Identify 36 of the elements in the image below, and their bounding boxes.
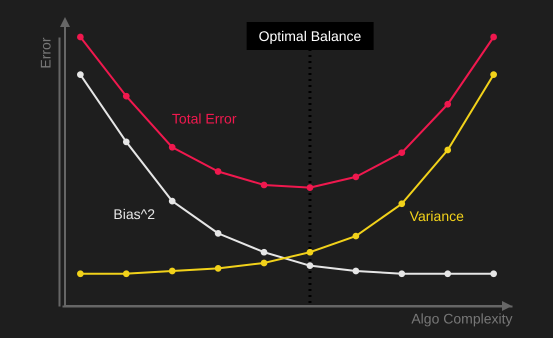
point	[352, 268, 360, 274]
point	[214, 264, 222, 272]
point	[352, 174, 360, 180]
point	[490, 34, 497, 40]
point	[398, 200, 406, 208]
point	[122, 138, 130, 146]
annotation: Optimal Balance	[246, 22, 374, 50]
point	[398, 270, 406, 278]
point	[490, 270, 497, 278]
point	[306, 248, 314, 256]
y-axis-title: Error	[38, 37, 54, 69]
point	[260, 260, 268, 266]
point	[168, 198, 176, 204]
point	[77, 270, 84, 278]
point	[444, 146, 452, 154]
point	[122, 270, 130, 278]
point	[214, 168, 222, 175]
series-label: Total Error	[172, 110, 237, 126]
point	[168, 268, 176, 274]
point	[444, 270, 452, 278]
point	[77, 71, 84, 78]
series-label: Bias^2	[113, 206, 156, 222]
point	[306, 184, 314, 191]
point	[444, 100, 452, 108]
point	[306, 262, 314, 269]
point	[122, 92, 130, 100]
point	[398, 149, 406, 156]
point	[352, 232, 360, 240]
point	[260, 248, 268, 256]
point	[260, 182, 268, 188]
point	[168, 144, 176, 151]
point	[490, 71, 497, 78]
point	[77, 34, 84, 40]
x-axis-title: Algo Complexity	[411, 310, 512, 326]
series-label: Variance	[410, 208, 464, 224]
point	[214, 230, 222, 237]
